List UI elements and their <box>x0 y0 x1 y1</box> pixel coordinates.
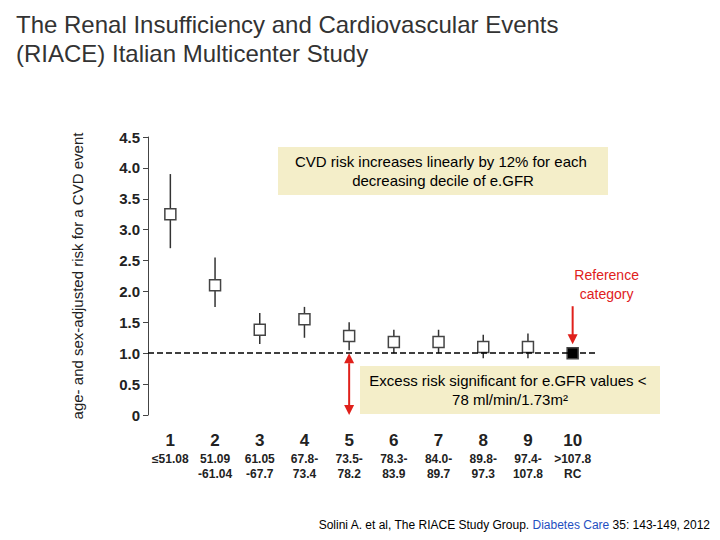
html-text:Solini A. et al, The RIACE Stu: Solini A. et al, The RIACE Study Group. … <box>318 518 710 532</box>
svg-text:73.5-: 73.5- <box>335 452 362 466</box>
svg-text:73.4: 73.4 <box>293 467 317 481</box>
svg-text:8: 8 <box>479 431 488 450</box>
svg-text:97.3: 97.3 <box>472 467 496 481</box>
svg-text:decreasing decile of e.GFR: decreasing decile of e.GFR <box>352 172 534 189</box>
svg-text:9: 9 <box>523 431 532 450</box>
svg-text:4.0: 4.0 <box>119 159 140 176</box>
svg-text:67.8-: 67.8- <box>291 452 318 466</box>
svg-text:89.7: 89.7 <box>427 467 451 481</box>
svg-text:CVD risk increases linearly by: CVD risk increases linearly by 12% for e… <box>295 153 591 170</box>
html-text:The Renal Insufficiency and Ca: The Renal Insufficiency and Cardiovascul… <box>16 11 559 67</box>
svg-text:1.0: 1.0 <box>119 345 140 362</box>
svg-text:78.2: 78.2 <box>337 467 361 481</box>
svg-text:4: 4 <box>300 431 310 450</box>
svg-text:84.0-: 84.0- <box>425 452 452 466</box>
svg-text:0: 0 <box>132 407 140 424</box>
svg-text:6: 6 <box>389 431 398 450</box>
svg-text:78 ml/min/1.73m²: 78 ml/min/1.73m² <box>452 391 568 408</box>
svg-text:51.09: 51.09 <box>200 452 230 466</box>
svg-text:RC: RC <box>564 467 582 481</box>
svg-text:5: 5 <box>344 431 353 450</box>
svg-text:83.9: 83.9 <box>382 467 406 481</box>
svg-text:Excess risk significant for e.: Excess risk significant for e.GFR values… <box>369 372 650 389</box>
svg-text:0.5: 0.5 <box>119 376 140 393</box>
svg-text:category: category <box>580 286 634 302</box>
svg-text:≤51.08: ≤51.08 <box>152 452 189 466</box>
svg-text:Reference: Reference <box>574 267 639 283</box>
svg-text:2: 2 <box>210 431 219 450</box>
svg-text:3.0: 3.0 <box>119 221 140 238</box>
svg-text:10: 10 <box>563 431 582 450</box>
svg-text:2.5: 2.5 <box>119 252 140 269</box>
svg-text:78.3-: 78.3- <box>380 452 407 466</box>
svg-text:age- and sex-adjusted risk for: age- and sex-adjusted risk for a CVD eve… <box>69 132 86 420</box>
svg-text:3: 3 <box>255 431 264 450</box>
svg-text:-67.7: -67.7 <box>246 467 274 481</box>
svg-text:-61.04: -61.04 <box>198 467 232 481</box>
svg-text:1.5: 1.5 <box>119 314 140 331</box>
svg-text:2.0: 2.0 <box>119 283 140 300</box>
svg-text:97.4-: 97.4- <box>514 452 541 466</box>
svg-text:4.5: 4.5 <box>119 129 140 146</box>
svg-text:89.8-: 89.8- <box>470 452 497 466</box>
svg-text:3.5: 3.5 <box>119 190 140 207</box>
svg-text:>107.8: >107.8 <box>554 452 591 466</box>
svg-text:1: 1 <box>166 431 175 450</box>
svg-text:7: 7 <box>434 431 443 450</box>
svg-text:107.8: 107.8 <box>513 467 543 481</box>
svg-text:61.05: 61.05 <box>245 452 275 466</box>
